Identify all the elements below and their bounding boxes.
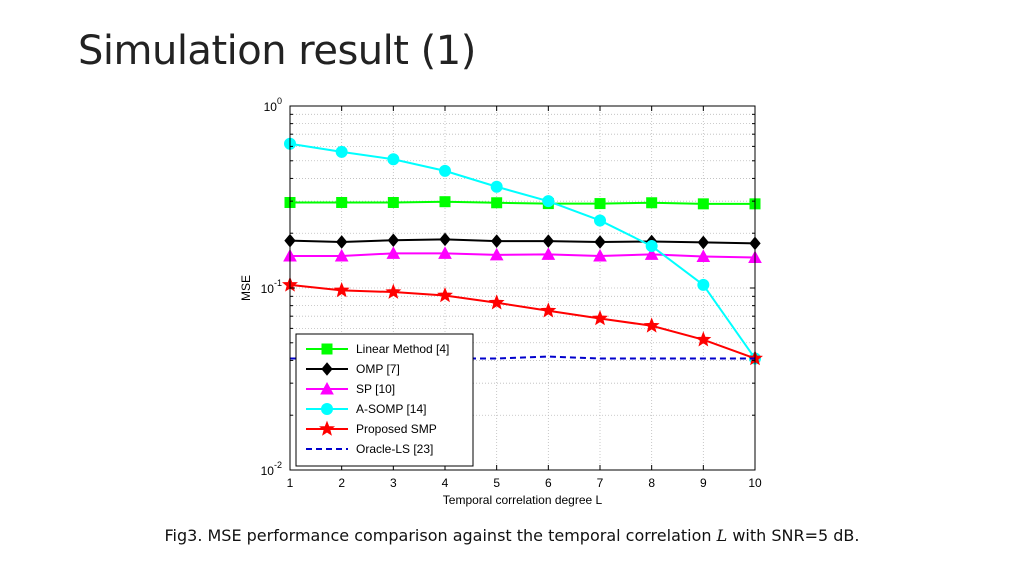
data-point <box>335 145 348 158</box>
series-6 <box>290 355 755 360</box>
data-point <box>385 283 402 299</box>
legend-entry: SP [10] <box>306 381 395 396</box>
ticks: 1 2 3 4 5 6 7 8 9 10 100 10-1 10-2 <box>261 96 762 490</box>
x-axis-label: Temporal correlation degree L <box>443 493 603 507</box>
data-point <box>540 302 557 318</box>
data-point <box>644 247 659 260</box>
legend-label: OMP [7] <box>356 362 400 376</box>
x-tick-label: 6 <box>545 476 552 490</box>
data-point <box>541 247 556 260</box>
data-point <box>695 331 712 347</box>
y-tick-label: 10-1 <box>261 278 282 296</box>
data-point <box>386 246 401 259</box>
x-tick-label: 4 <box>442 476 449 490</box>
legend: Linear Method [4] OMP [7] SP [10] A-SOMP [1… <box>295 333 474 467</box>
legend-label: Proposed SMP <box>356 422 437 436</box>
data-point <box>697 235 709 250</box>
caption-variable: L <box>716 526 728 545</box>
x-tick-label: 9 <box>700 476 707 490</box>
data-point <box>645 240 658 253</box>
series-layer <box>282 137 763 366</box>
legend-marker <box>321 343 333 355</box>
data-point <box>542 234 554 248</box>
legend-marker <box>320 381 334 395</box>
series-line <box>289 283 756 360</box>
grid <box>290 106 755 470</box>
series-2 <box>284 232 761 251</box>
legend-entry: Oracle-LS [23] <box>306 442 433 456</box>
data-point <box>542 195 555 208</box>
data-point <box>336 196 348 208</box>
data-point <box>593 248 607 262</box>
data-point <box>439 164 451 177</box>
series-line <box>290 252 756 259</box>
data-point <box>438 246 452 259</box>
legend-entry: OMP [7] <box>306 362 400 376</box>
data-point <box>697 278 710 291</box>
data-point <box>488 294 505 310</box>
caption-text-before: Fig3. MSE performance comparison against… <box>164 526 717 545</box>
y-tick-label: 10-2 <box>261 460 282 478</box>
y-axis-label: MSE <box>239 275 253 301</box>
data-point <box>334 248 349 262</box>
data-point <box>594 198 606 210</box>
data-point <box>439 232 451 247</box>
data-point <box>594 214 606 227</box>
data-point <box>387 196 399 208</box>
series-4 <box>284 137 761 365</box>
slide-title: Simulation result (1) <box>78 28 476 74</box>
legend-entry: Proposed SMP <box>306 420 437 436</box>
legend-marker <box>321 403 333 415</box>
legend-entry: Linear Method [4] <box>306 342 449 356</box>
series-5 <box>282 276 763 366</box>
series-line <box>289 142 756 360</box>
legend-label: SP [10] <box>356 382 395 396</box>
x-tick-label: 10 <box>748 476 762 490</box>
legend-box <box>295 333 474 467</box>
data-point <box>697 198 709 210</box>
x-tick-label: 2 <box>338 476 345 490</box>
data-point <box>439 196 451 208</box>
data-point <box>333 282 350 298</box>
x-tick-label: 3 <box>390 476 397 490</box>
series-line <box>290 200 755 205</box>
legend-entry: A-SOMP [14] <box>306 402 426 416</box>
data-point <box>643 317 660 333</box>
series-3 <box>283 246 762 264</box>
x-tick-label: 7 <box>597 476 604 490</box>
data-point <box>336 235 348 249</box>
series-line <box>289 238 756 245</box>
x-tick-label: 5 <box>493 476 500 490</box>
y-tick-label: 100 <box>264 96 282 114</box>
series-1 <box>284 196 761 210</box>
legend-label: Linear Method [4] <box>356 342 449 356</box>
x-tick-label: 8 <box>648 476 655 490</box>
data-point <box>491 234 503 248</box>
data-point <box>489 247 504 261</box>
legend-label: Oracle-LS [23] <box>356 442 433 456</box>
series-line <box>290 355 755 360</box>
legend-marker <box>321 362 333 376</box>
data-point <box>491 197 503 209</box>
data-point <box>490 180 503 193</box>
data-point <box>592 310 608 326</box>
data-point <box>594 235 606 249</box>
data-point <box>387 233 399 248</box>
figure-caption: Fig3. MSE performance comparison against… <box>0 526 1024 545</box>
data-point <box>646 197 658 209</box>
legend-label: A-SOMP [14] <box>356 402 426 416</box>
x-tick-label: 1 <box>287 476 294 490</box>
caption-text-after: with SNR=5 dB. <box>727 526 860 545</box>
data-point <box>437 287 453 303</box>
data-point <box>696 249 711 262</box>
legend-marker <box>319 420 335 436</box>
data-point <box>387 153 400 166</box>
